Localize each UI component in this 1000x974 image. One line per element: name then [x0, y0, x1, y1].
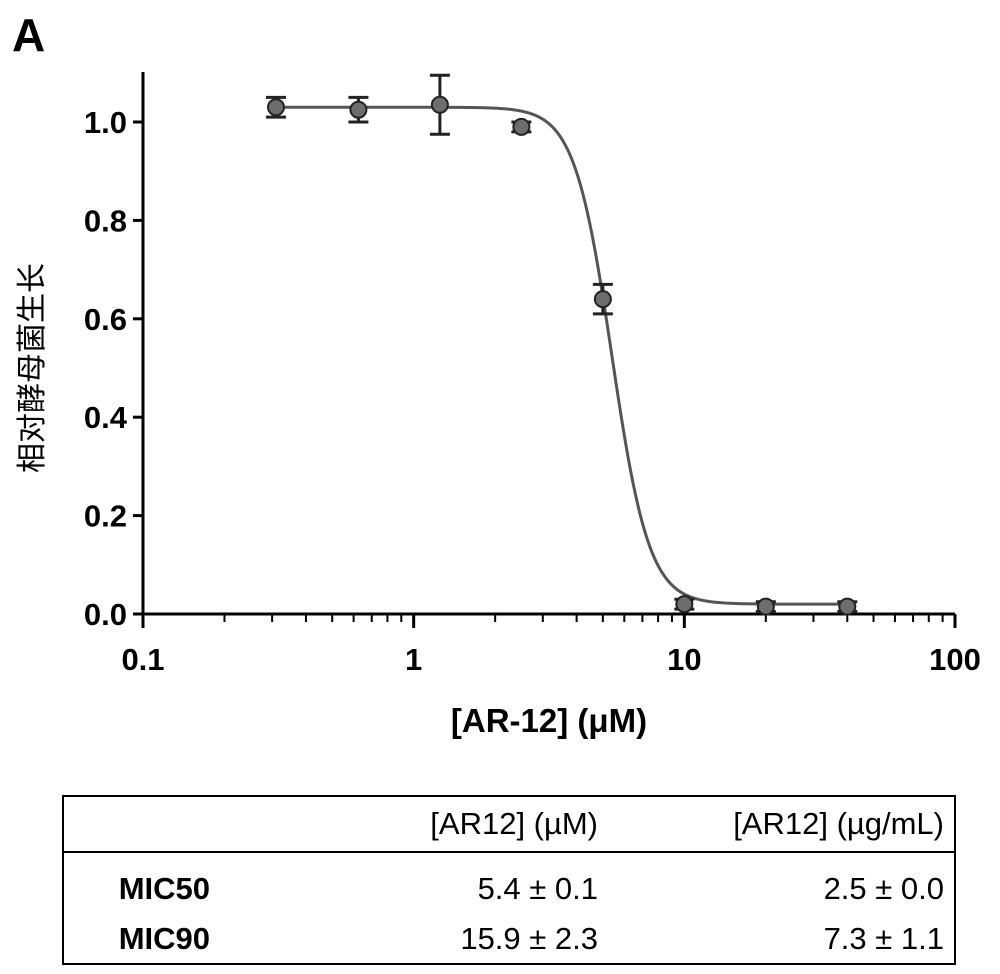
data-point — [593, 290, 612, 309]
y-tick-label: 1.0 — [84, 105, 127, 140]
y-tick-label: 0.6 — [84, 302, 127, 337]
data-point — [756, 597, 775, 616]
y-tick-label: 0.8 — [84, 203, 127, 238]
y-tick-label: 0.0 — [84, 597, 127, 632]
cell-mic50-ugml: 2.5 ± 0.0 — [823, 870, 944, 906]
cell-mic90-um: 15.9 ± 2.3 — [460, 920, 598, 956]
row-label-mic90: MIC90 — [118, 920, 210, 956]
table-header-row: [AR12] (µM) [AR12] (µg/mL) — [63, 796, 955, 853]
y-tick-label: 0.2 — [84, 499, 127, 534]
header-empty — [63, 796, 238, 853]
table-row: MIC50 5.4 ± 0.1 2.5 ± 0.0 — [63, 852, 955, 915]
data-point — [266, 98, 285, 117]
x-tick-label: 0.1 — [121, 642, 164, 677]
x-axis-title: [AR-12] (μM) — [451, 702, 647, 739]
cell-mic90-ugml: 7.3 ± 1.1 — [823, 920, 944, 956]
x-tick-label: 1 — [405, 642, 422, 677]
x-tick-label: 10 — [667, 642, 701, 677]
data-point — [430, 95, 449, 114]
header-ugml: [AR12] (µg/mL) — [608, 796, 955, 853]
data-point — [349, 100, 368, 119]
panel-label: A — [12, 9, 46, 61]
y-axis-title: 相对酵母菌生长 — [15, 263, 50, 473]
data-point — [512, 117, 531, 136]
y-tick-label: 0.4 — [84, 400, 128, 435]
fit-curve — [276, 105, 848, 606]
x-tick-label: 100 — [929, 642, 981, 677]
row-label-mic50: MIC50 — [118, 870, 210, 906]
data-point — [675, 595, 694, 614]
table-row: MIC90 15.9 ± 2.3 7.3 ± 1.1 — [63, 915, 955, 964]
header-um: [AR12] (µM) — [238, 796, 608, 853]
data-point — [838, 597, 857, 616]
mic-results-table: [AR12] (µM) [AR12] (µg/mL) MIC50 5.4 ± 0… — [62, 795, 956, 965]
dose-response-chart: 0.0 0.2 0.4 0.6 0.8 1.0 0.1 1 10 100 [AR-12] (μM) 相… — [15, 72, 981, 739]
cell-mic50-um: 5.4 ± 0.1 — [477, 870, 598, 906]
